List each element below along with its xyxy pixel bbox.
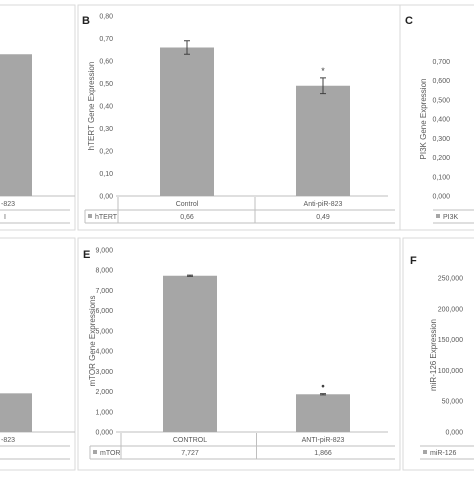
panel-b-y-tick-label: 0,60 <box>99 59 113 66</box>
panel-d-category-label: -823 <box>1 437 15 444</box>
panel-e-y-tick-label: 1,000 <box>95 409 113 416</box>
panel-f-y-tick-label: 150,000 <box>438 337 463 344</box>
panel-e-bar-1 <box>163 275 217 432</box>
panel-e-value-cell: 1,866 <box>314 450 332 457</box>
panel-b-value-cell: 0,66 <box>180 214 194 221</box>
panel-b-letter: B <box>82 15 90 27</box>
panel-e-series-label: mTOR <box>100 450 120 457</box>
panel-b-y-tick-label: 0,80 <box>99 14 113 21</box>
panel-b-y-tick-label: 0,20 <box>99 149 113 156</box>
panel-e-y-tick-label: 3,000 <box>95 369 113 376</box>
panel-b-bar-2 <box>296 85 350 196</box>
panel-d-frame <box>0 237 76 471</box>
panel-b-category-label: Control <box>176 201 199 208</box>
panel-e-y-tick-label: 4,000 <box>95 349 113 356</box>
panel-f-legend-swatch <box>423 450 427 454</box>
panel-f-y-tick-label: 100,000 <box>438 368 463 375</box>
panel-e-category-label: ANTI-piR-823 <box>302 437 345 444</box>
panel-d-bar-2 <box>0 393 32 432</box>
panel-e-y-tick-label: 2,000 <box>95 389 113 396</box>
panel-c-letter: C <box>405 15 413 27</box>
panel-b-category-label: Anti-piR-823 <box>304 201 343 208</box>
panel-b-y-tick-label: 0,70 <box>99 36 113 43</box>
panel-b-value-cell: 0,49 <box>316 214 330 221</box>
panel-c-y-tick-label: 0,500 <box>432 97 450 104</box>
panel-f-letter: F <box>410 255 417 267</box>
panel-c-y-tick-label: 0,000 <box>432 194 450 201</box>
panel-f-y-tick-label: 250,000 <box>438 276 463 283</box>
panel-f-y-tick-label: 0,000 <box>445 430 463 437</box>
panel-b-legend-swatch <box>88 214 92 218</box>
panel-e-y-tick-label: 9,000 <box>95 248 113 255</box>
panel-c-y-axis-label: PI3K Gene Expression <box>419 79 428 160</box>
panel-b-y-tick-label: 0,40 <box>99 104 113 111</box>
panel-b-y-tick-label: 0,00 <box>99 194 113 201</box>
panel-b-series-label: hTERT <box>95 214 118 221</box>
panel-c-y-tick-label: 0,200 <box>432 155 450 162</box>
panel-b-bar-1 <box>160 47 214 196</box>
panel-e-value-cell: 7,727 <box>181 450 199 457</box>
panel-e-legend-swatch <box>93 450 97 454</box>
panel-e-y-tick-label: 8,000 <box>95 268 113 275</box>
panel-e-bar-2 <box>296 394 350 432</box>
panel-b-y-tick-label: 0,10 <box>99 171 113 178</box>
panel-b-y-axis-label: hTERT Gene Expression <box>87 62 96 151</box>
panel-e-y-tick-label: 6,000 <box>95 308 113 315</box>
panel-c-y-tick-label: 0,400 <box>432 117 450 124</box>
panel-e-frame <box>77 237 401 471</box>
panel-f-y-tick-label: 200,000 <box>438 306 463 313</box>
panel-f-y-axis-label: miR-126 Expression <box>429 319 438 391</box>
panel-b-significance-marker: * <box>321 66 325 76</box>
panel-c-y-tick-label: 0,700 <box>432 59 450 66</box>
panel-a-series-label: I <box>4 214 6 221</box>
panel-a-category-label: -823 <box>1 201 15 208</box>
panel-f-frame <box>402 237 474 471</box>
panel-b-y-tick-label: 0,30 <box>99 126 113 133</box>
panel-e-y-tick-label: 7,000 <box>95 288 113 295</box>
panel-a-bar-2 <box>0 54 32 196</box>
panel-c-series-label: PI3K <box>443 214 459 221</box>
panel-c-frame <box>399 4 474 231</box>
panel-e-y-tick-label: 0,000 <box>95 430 113 437</box>
panel-a-frame <box>0 4 76 231</box>
panel-e-significance-marker: • <box>321 382 325 393</box>
panel-c-legend-swatch <box>436 214 440 218</box>
panel-e-y-axis-label: mTOR Gene Expressions <box>88 296 97 387</box>
panel-b-y-tick-label: 0,50 <box>99 81 113 88</box>
panel-f-series-label: miR-126 <box>430 450 457 457</box>
panel-c-y-tick-label: 0,600 <box>432 78 450 85</box>
panel-f-y-tick-label: 50,000 <box>442 399 464 406</box>
panel-e-category-label: CONTROL <box>173 437 207 444</box>
panel-e-letter: E <box>83 249 90 261</box>
panel-e-y-tick-label: 5,000 <box>95 328 113 335</box>
panel-c-y-tick-label: 0,300 <box>432 136 450 143</box>
panel-c-y-tick-label: 0,100 <box>432 174 450 181</box>
